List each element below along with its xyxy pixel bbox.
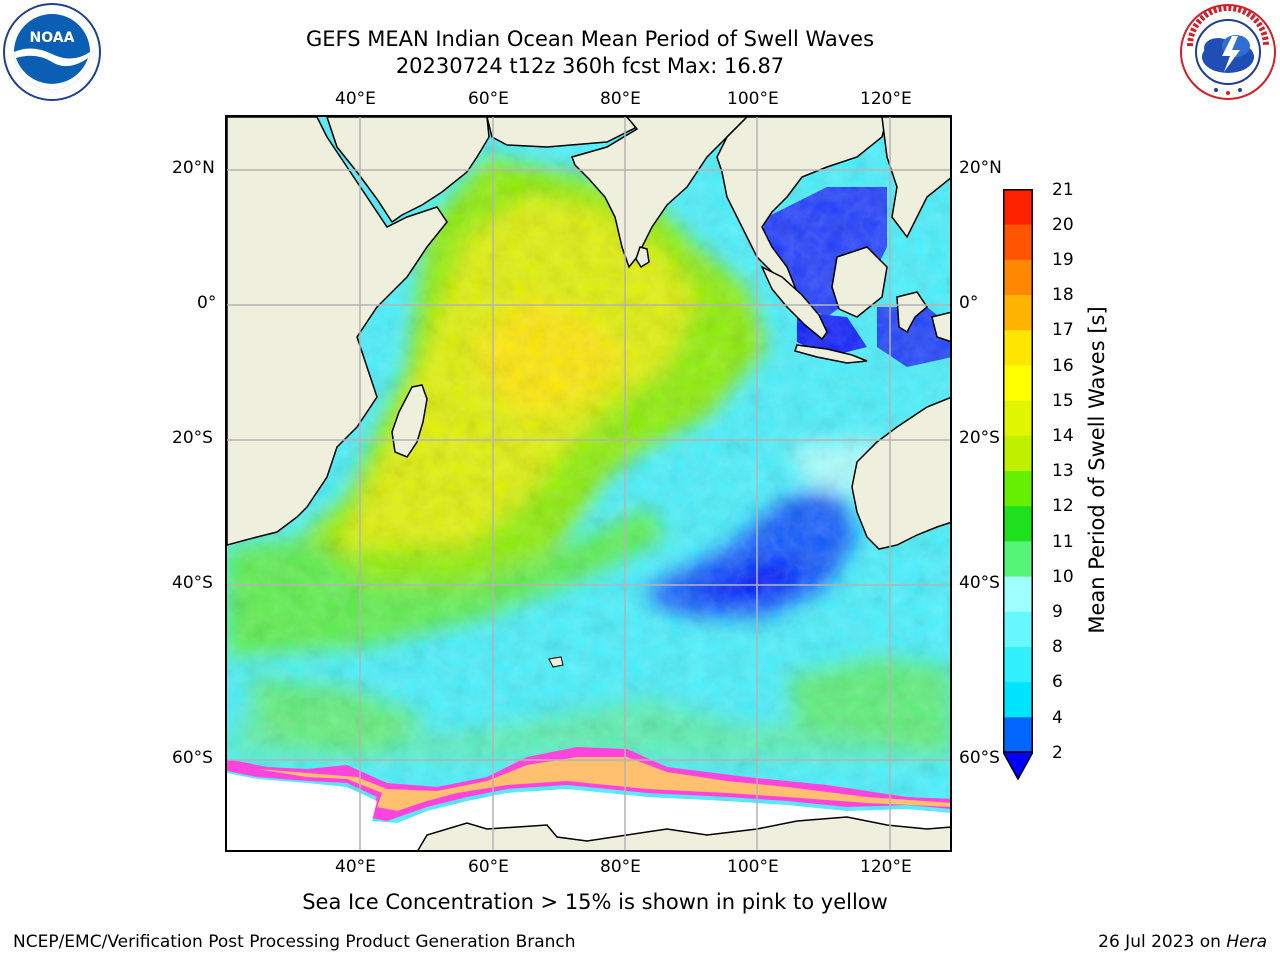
colorbar	[1003, 189, 1033, 781]
colorbar-segment	[1003, 224, 1033, 260]
colorbar-segment	[1003, 646, 1033, 683]
lat-tick-left-20s: 20°S	[172, 428, 213, 448]
colorbar-tick-18: 18	[1052, 285, 1074, 305]
colorbar-segment	[1003, 470, 1033, 507]
kerguelen-island	[548, 656, 564, 668]
sea-ice-inner	[257, 757, 950, 811]
colorbar-segment	[1003, 435, 1033, 471]
lat-tick-right-0: 0°	[959, 293, 979, 313]
colorbar-tick-19: 19	[1052, 250, 1074, 270]
graticule	[227, 117, 950, 850]
lon-tick-top-100e: 100°E	[727, 89, 779, 109]
australia-land	[851, 396, 950, 550]
colorbar-segment	[1003, 540, 1033, 577]
lon-tick-bottom-60e: 60°E	[468, 857, 509, 877]
lon-tick-top-60e: 60°E	[468, 89, 509, 109]
footer-credit: NCEP/EMC/Verification Post Processing Pr…	[13, 932, 576, 952]
colorbar-segment	[1003, 576, 1033, 612]
noaa-logo: NOAA	[3, 3, 101, 101]
sea-ice-note: Sea Ice Concentration > 15% is shown in …	[302, 890, 888, 914]
lat-tick-left-60s: 60°S	[172, 748, 213, 768]
colorbar-label: Mean Period of Swell Waves [s]	[1085, 306, 1109, 634]
lon-tick-bottom-100e: 100°E	[727, 857, 779, 877]
colorbar-tick-2: 2	[1052, 743, 1063, 763]
lat-tick-left-40s: 40°S	[172, 573, 213, 593]
lat-tick-right-60s: 60°S	[959, 748, 1000, 768]
java-land	[794, 344, 868, 364]
footer-machine: Hera	[1226, 932, 1267, 952]
colorbar-tick-9: 9	[1052, 602, 1063, 622]
lon-tick-bottom-40e: 40°E	[335, 857, 376, 877]
colorbar-segment	[1003, 716, 1033, 753]
lat-tick-left-0: 0°	[197, 293, 217, 313]
colorbar-tick-10: 10	[1052, 567, 1074, 587]
colorbar-segment	[1003, 505, 1033, 542]
lon-tick-bottom-80e: 80°E	[600, 857, 641, 877]
colorbar-segment	[1003, 611, 1033, 647]
colorbar-tick-20: 20	[1052, 215, 1074, 235]
footer-date-text: 26 Jul 2023 on	[1098, 932, 1227, 952]
borneo-land	[831, 246, 888, 318]
colorbar-tick-4: 4	[1052, 708, 1063, 728]
antarctica-land	[417, 816, 950, 850]
new-guinea-land	[931, 311, 950, 343]
lat-tick-right-20n: 20°N	[959, 158, 1002, 178]
lon-tick-top-40e: 40°E	[335, 89, 376, 109]
lon-tick-bottom-120e: 120°E	[860, 857, 912, 877]
sumatra-land	[760, 265, 828, 341]
colorbar-segment	[1003, 259, 1033, 296]
lon-tick-top-80e: 80°E	[600, 89, 641, 109]
colorbar-tick-12: 12	[1052, 496, 1074, 516]
map	[227, 117, 950, 850]
colorbar-tick-11: 11	[1052, 532, 1074, 552]
colorbar-tick-6: 6	[1052, 672, 1063, 692]
philippines-land	[881, 117, 950, 239]
colorbar-tick-13: 13	[1052, 461, 1074, 481]
nws-logo	[1180, 4, 1276, 100]
lat-tick-right-40s: 40°S	[959, 573, 1000, 593]
colorbar-tick-8: 8	[1052, 637, 1063, 657]
lat-tick-left-20n: 20°N	[172, 158, 215, 178]
colorbar-segment	[1003, 189, 1033, 225]
colorbar-outline	[1003, 189, 1033, 753]
lon-tick-top-120e: 120°E	[860, 89, 912, 109]
sri-lanka-land	[635, 246, 650, 269]
footer-date: 26 Jul 2023 on Hera	[1098, 932, 1267, 952]
colorbar-tick-21: 21	[1052, 180, 1074, 200]
colorbar-segment	[1003, 681, 1033, 718]
chart-title: GEFS MEAN Indian Ocean Mean Period of Sw…	[305, 27, 875, 51]
colorbar-tick-14: 14	[1052, 426, 1074, 446]
colorbar-tick-15: 15	[1052, 391, 1074, 411]
chart-subtitle: 20230724 t12z 360h fcst Max: 16.87	[395, 54, 785, 78]
colorbar-tick-16: 16	[1052, 356, 1074, 376]
map-frame	[225, 115, 952, 852]
svg-text:NOAA: NOAA	[30, 30, 75, 46]
madagascar-land	[391, 384, 428, 458]
colorbar-segment	[1003, 294, 1033, 331]
africa-land	[227, 117, 448, 546]
colorbar-tick-17: 17	[1052, 320, 1074, 340]
colorbar-under-arrow	[1003, 751, 1033, 781]
se-asia-land	[716, 117, 888, 296]
sulawesi-land	[896, 291, 928, 334]
colorbar-segment	[1003, 400, 1033, 436]
lat-tick-right-20s: 20°S	[959, 428, 1000, 448]
colorbar-segment	[1003, 329, 1033, 366]
colorbar-segment	[1003, 364, 1033, 401]
